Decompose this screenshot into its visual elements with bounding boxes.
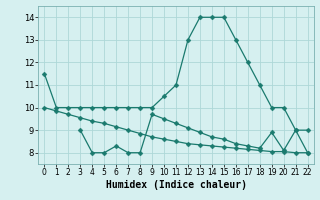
X-axis label: Humidex (Indice chaleur): Humidex (Indice chaleur) xyxy=(106,180,246,190)
